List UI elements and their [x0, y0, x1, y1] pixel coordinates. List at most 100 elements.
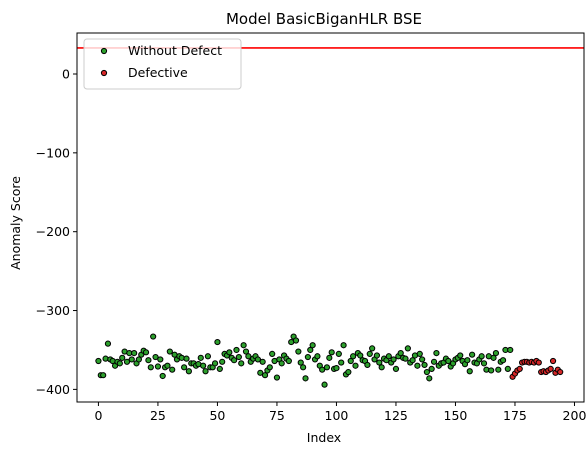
x-tick-label: 200: [563, 408, 587, 423]
point-without-defect: [328, 349, 335, 356]
y-tick-label: −300: [36, 303, 70, 318]
point-without-defect: [323, 364, 331, 371]
point-without-defect: [430, 358, 438, 365]
point-without-defect: [116, 360, 123, 367]
point-without-defect: [238, 360, 245, 367]
point-without-defect: [269, 350, 276, 358]
point-without-defect: [154, 363, 162, 370]
point-without-defect: [266, 364, 273, 371]
point-without-defect: [404, 345, 411, 352]
x-axis-label: Index: [307, 430, 341, 445]
point-without-defect: [357, 352, 364, 359]
point-without-defect: [480, 360, 488, 367]
point-without-defect: [314, 353, 321, 360]
point-without-defect: [164, 362, 171, 369]
point-without-defect: [235, 353, 242, 361]
point-without-defect: [202, 368, 209, 375]
point-without-defect: [504, 365, 511, 372]
point-without-defect: [95, 357, 102, 365]
point-without-defect: [157, 356, 164, 363]
point-without-defect: [135, 356, 142, 363]
point-without-defect: [240, 342, 247, 349]
point-without-defect: [338, 359, 345, 366]
point-without-defect: [204, 353, 212, 360]
point-without-defect: [100, 372, 107, 379]
point-without-defect: [119, 354, 126, 361]
point-without-defect: [373, 352, 381, 359]
point-without-defect: [433, 350, 440, 357]
point-without-defect: [347, 357, 354, 365]
x-tick-label: 25: [150, 408, 166, 423]
point-without-defect: [147, 364, 154, 371]
point-without-defect: [261, 372, 269, 379]
point-without-defect: [428, 365, 435, 372]
point-defective: [557, 368, 564, 376]
point-without-defect: [507, 346, 514, 354]
y-tick-label: −400: [36, 382, 70, 397]
point-without-defect: [254, 356, 262, 363]
point-without-defect: [488, 367, 495, 374]
point-without-defect: [230, 357, 238, 364]
point-without-defect: [278, 360, 285, 367]
point-without-defect: [197, 354, 204, 361]
x-tick-label: 0: [94, 408, 102, 423]
point-without-defect: [131, 350, 138, 357]
point-without-defect: [350, 353, 357, 360]
x-tick-label: 100: [325, 408, 349, 423]
point-without-defect: [423, 368, 431, 376]
point-without-defect: [181, 364, 188, 371]
point-without-defect: [409, 357, 416, 364]
point-defective: [535, 359, 542, 366]
y-tick-label: −100: [36, 145, 70, 160]
point-without-defect: [302, 375, 309, 382]
point-without-defect: [211, 360, 219, 367]
x-tick-labels: 0 25 50 75 100 125 150 175 200: [94, 402, 586, 423]
x-tick-label: 75: [269, 408, 285, 423]
point-without-defect: [242, 348, 250, 355]
point-without-defect: [216, 365, 223, 372]
point-without-defect: [183, 355, 190, 362]
point-without-defect: [499, 357, 507, 364]
point-without-defect: [397, 350, 404, 357]
point-without-defect: [492, 350, 500, 357]
point-defective: [547, 365, 554, 372]
point-without-defect: [159, 372, 166, 380]
point-without-defect: [319, 366, 326, 373]
point-without-defect: [200, 362, 207, 369]
point-without-defect: [273, 374, 281, 381]
point-without-defect: [369, 345, 376, 352]
legend: Without Defect Defective: [83, 38, 242, 90]
point-without-defect: [297, 359, 304, 366]
point-without-defect: [300, 364, 307, 371]
point-without-defect: [478, 353, 485, 360]
point-without-defect: [309, 342, 316, 349]
legend-marker-without-defect: [100, 47, 108, 55]
point-without-defect: [295, 348, 302, 355]
point-without-defect: [352, 362, 359, 369]
point-without-defect: [104, 340, 112, 347]
point-without-defect: [340, 342, 347, 349]
point-without-defect: [466, 368, 473, 375]
point-without-defect: [385, 353, 392, 360]
point-without-defect: [142, 349, 150, 356]
point-without-defect: [169, 366, 176, 373]
plot-area: [77, 47, 584, 388]
point-without-defect: [390, 356, 397, 363]
point-without-defect: [226, 349, 233, 356]
point-without-defect: [445, 357, 452, 365]
point-without-defect: [421, 361, 428, 369]
legend-label-without-defect: Without Defect: [128, 43, 222, 58]
y-axis-label: Anomaly Score: [8, 176, 23, 270]
point-without-defect: [426, 375, 433, 382]
point-without-defect: [333, 364, 340, 372]
point-without-defect: [292, 337, 300, 344]
point-without-defect: [259, 358, 266, 365]
point-without-defect: [185, 368, 192, 375]
point-without-defect: [233, 346, 240, 354]
point-without-defect: [285, 357, 292, 365]
point-without-defect: [378, 364, 385, 371]
point-without-defect: [490, 354, 497, 361]
y-tick-labels: 0 −100 −200 −300 −400: [36, 67, 77, 397]
point-without-defect: [364, 361, 371, 369]
point-without-defect: [304, 353, 311, 361]
